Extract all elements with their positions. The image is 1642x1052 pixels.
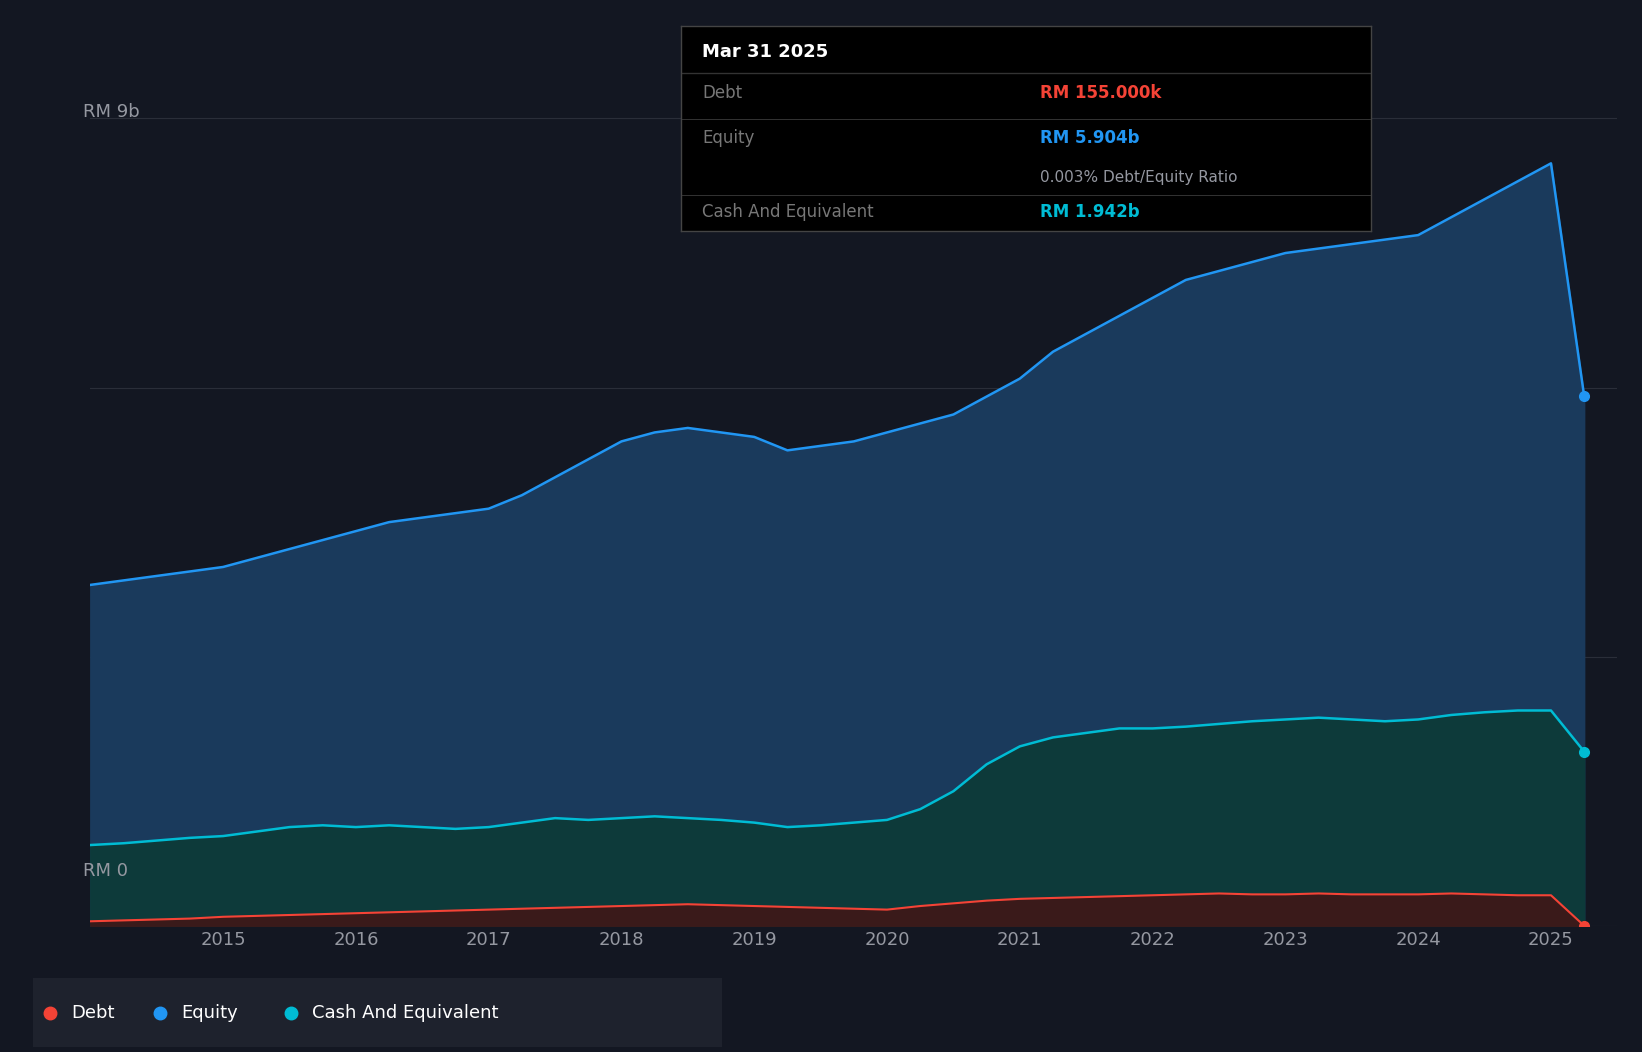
Text: Cash And Equivalent: Cash And Equivalent: [312, 1004, 499, 1021]
Text: Debt: Debt: [703, 84, 742, 102]
Text: RM 1.942b: RM 1.942b: [1039, 203, 1140, 221]
Text: RM 155.000k: RM 155.000k: [1039, 84, 1161, 102]
Text: Debt: Debt: [71, 1004, 115, 1021]
Text: Cash And Equivalent: Cash And Equivalent: [703, 203, 874, 221]
Text: RM 5.904b: RM 5.904b: [1039, 128, 1140, 147]
Text: RM 0: RM 0: [82, 862, 128, 879]
Text: Mar 31 2025: Mar 31 2025: [703, 43, 828, 61]
Text: 0.003% Debt/Equity Ratio: 0.003% Debt/Equity Ratio: [1039, 169, 1238, 185]
Text: Equity: Equity: [181, 1004, 238, 1021]
Text: Equity: Equity: [703, 128, 754, 147]
Text: RM 9b: RM 9b: [82, 103, 140, 121]
